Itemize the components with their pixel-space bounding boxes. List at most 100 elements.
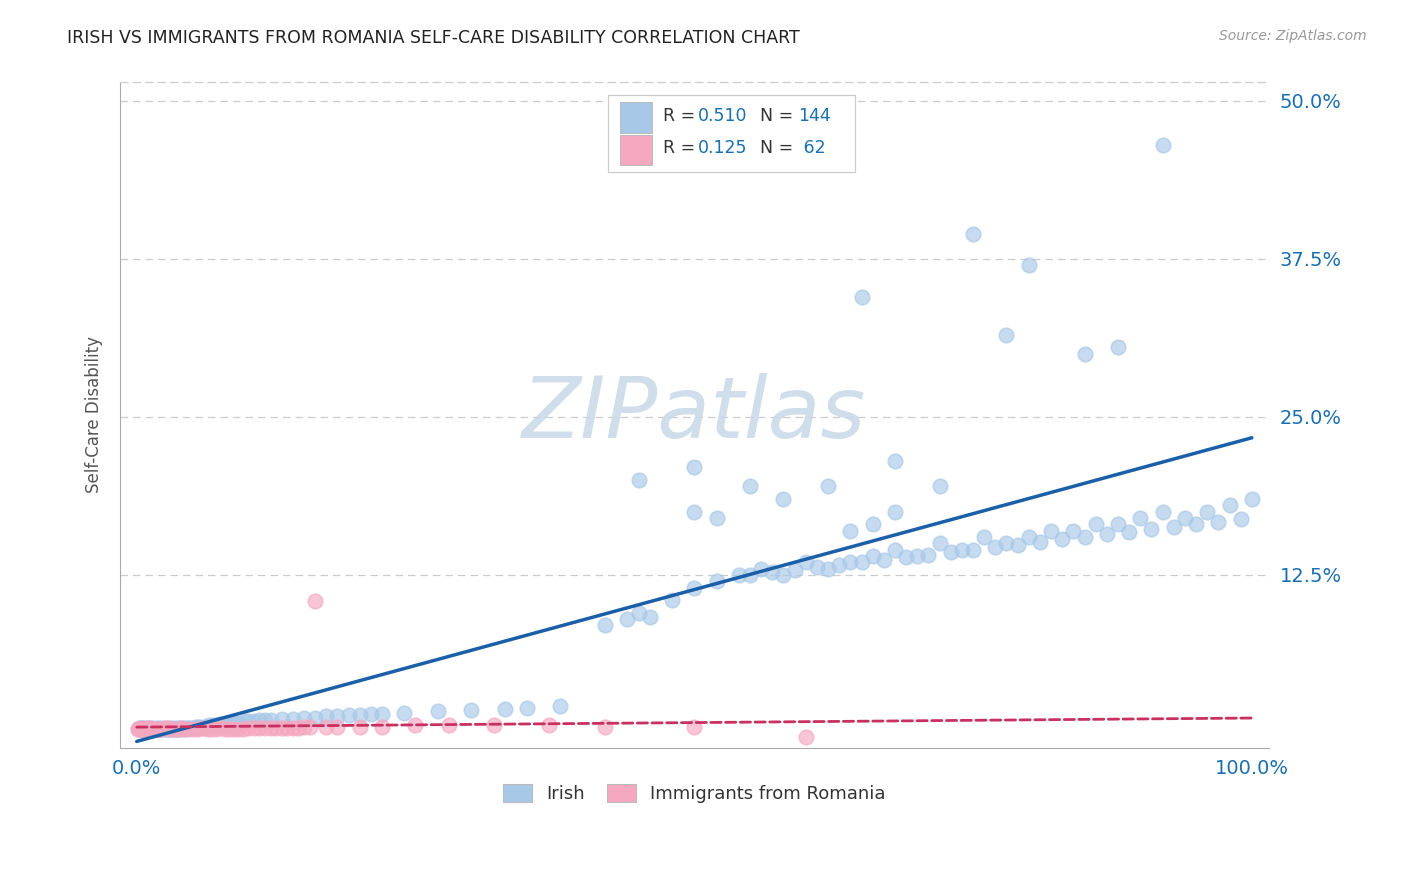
Point <box>170 721 193 735</box>
Point <box>315 720 337 734</box>
Point <box>229 715 252 730</box>
Point <box>706 511 728 525</box>
Point <box>238 721 260 735</box>
Point <box>1073 346 1095 360</box>
FancyBboxPatch shape <box>620 135 652 165</box>
Point <box>184 720 207 734</box>
Point <box>138 722 160 736</box>
Point <box>973 530 995 544</box>
Point <box>218 722 240 736</box>
Point <box>516 700 538 714</box>
Point <box>1218 499 1240 513</box>
Point <box>232 722 254 736</box>
Point <box>183 722 205 736</box>
Point <box>135 721 157 735</box>
Point <box>207 718 229 732</box>
Point <box>201 718 224 732</box>
Point <box>794 730 817 744</box>
Point <box>177 721 200 735</box>
Point <box>1208 515 1230 529</box>
Point <box>304 594 326 608</box>
Point <box>884 505 907 519</box>
Point <box>145 721 167 735</box>
Point <box>129 722 152 736</box>
Point <box>146 722 169 736</box>
Point <box>939 545 962 559</box>
Point <box>806 560 828 574</box>
Point <box>772 491 794 506</box>
Point <box>135 722 157 736</box>
Point <box>817 479 839 493</box>
Point <box>204 718 226 732</box>
Point <box>132 721 155 735</box>
Point <box>905 549 928 563</box>
Point <box>159 722 181 736</box>
Point <box>156 722 179 736</box>
Point <box>264 721 287 735</box>
Point <box>218 717 240 731</box>
Text: 0.125: 0.125 <box>697 139 747 157</box>
Point <box>162 721 184 735</box>
Point <box>1040 524 1063 538</box>
Point <box>1152 505 1174 519</box>
Point <box>706 574 728 589</box>
Point <box>627 473 650 487</box>
Point <box>188 720 211 734</box>
Point <box>132 722 155 736</box>
Point <box>187 722 209 736</box>
Point <box>253 721 276 735</box>
Point <box>142 722 165 736</box>
Point <box>143 722 166 736</box>
Point <box>360 706 382 721</box>
Point <box>593 720 616 734</box>
Point <box>287 721 309 735</box>
Text: 144: 144 <box>797 107 831 125</box>
Point <box>135 722 157 736</box>
Point <box>1129 511 1152 525</box>
Point <box>127 722 149 736</box>
Point <box>139 721 162 735</box>
Point <box>862 517 884 532</box>
Point <box>995 536 1018 550</box>
Point <box>170 721 193 735</box>
Point <box>728 567 751 582</box>
Point <box>839 555 862 569</box>
Point <box>194 720 217 734</box>
Point <box>292 720 315 734</box>
Point <box>337 708 360 723</box>
Point <box>226 722 249 736</box>
Point <box>1084 517 1107 532</box>
Point <box>276 721 298 735</box>
Text: 62: 62 <box>797 139 825 157</box>
Point <box>1062 524 1084 538</box>
Point <box>150 721 173 735</box>
Point <box>962 227 984 241</box>
Point <box>1029 535 1052 549</box>
Point <box>145 722 167 736</box>
Point <box>371 706 394 721</box>
Point <box>183 721 205 735</box>
Point <box>141 722 163 736</box>
FancyBboxPatch shape <box>609 95 855 172</box>
Point <box>180 721 202 735</box>
Point <box>150 722 173 736</box>
Point <box>1052 533 1074 547</box>
Point <box>270 721 292 735</box>
Point <box>884 454 907 468</box>
Point <box>884 542 907 557</box>
Point <box>134 722 156 736</box>
Point <box>1118 524 1140 539</box>
Point <box>1197 505 1219 519</box>
Text: ZIPatlas: ZIPatlas <box>522 374 866 457</box>
Point <box>894 550 917 565</box>
Text: 0.510: 0.510 <box>697 107 747 125</box>
Point <box>156 722 179 736</box>
Point <box>162 722 184 736</box>
Point <box>141 722 163 736</box>
Point <box>187 720 209 734</box>
Point <box>683 720 706 734</box>
Point <box>214 722 236 736</box>
Point <box>817 561 839 575</box>
Point <box>995 327 1018 342</box>
Point <box>129 722 152 736</box>
